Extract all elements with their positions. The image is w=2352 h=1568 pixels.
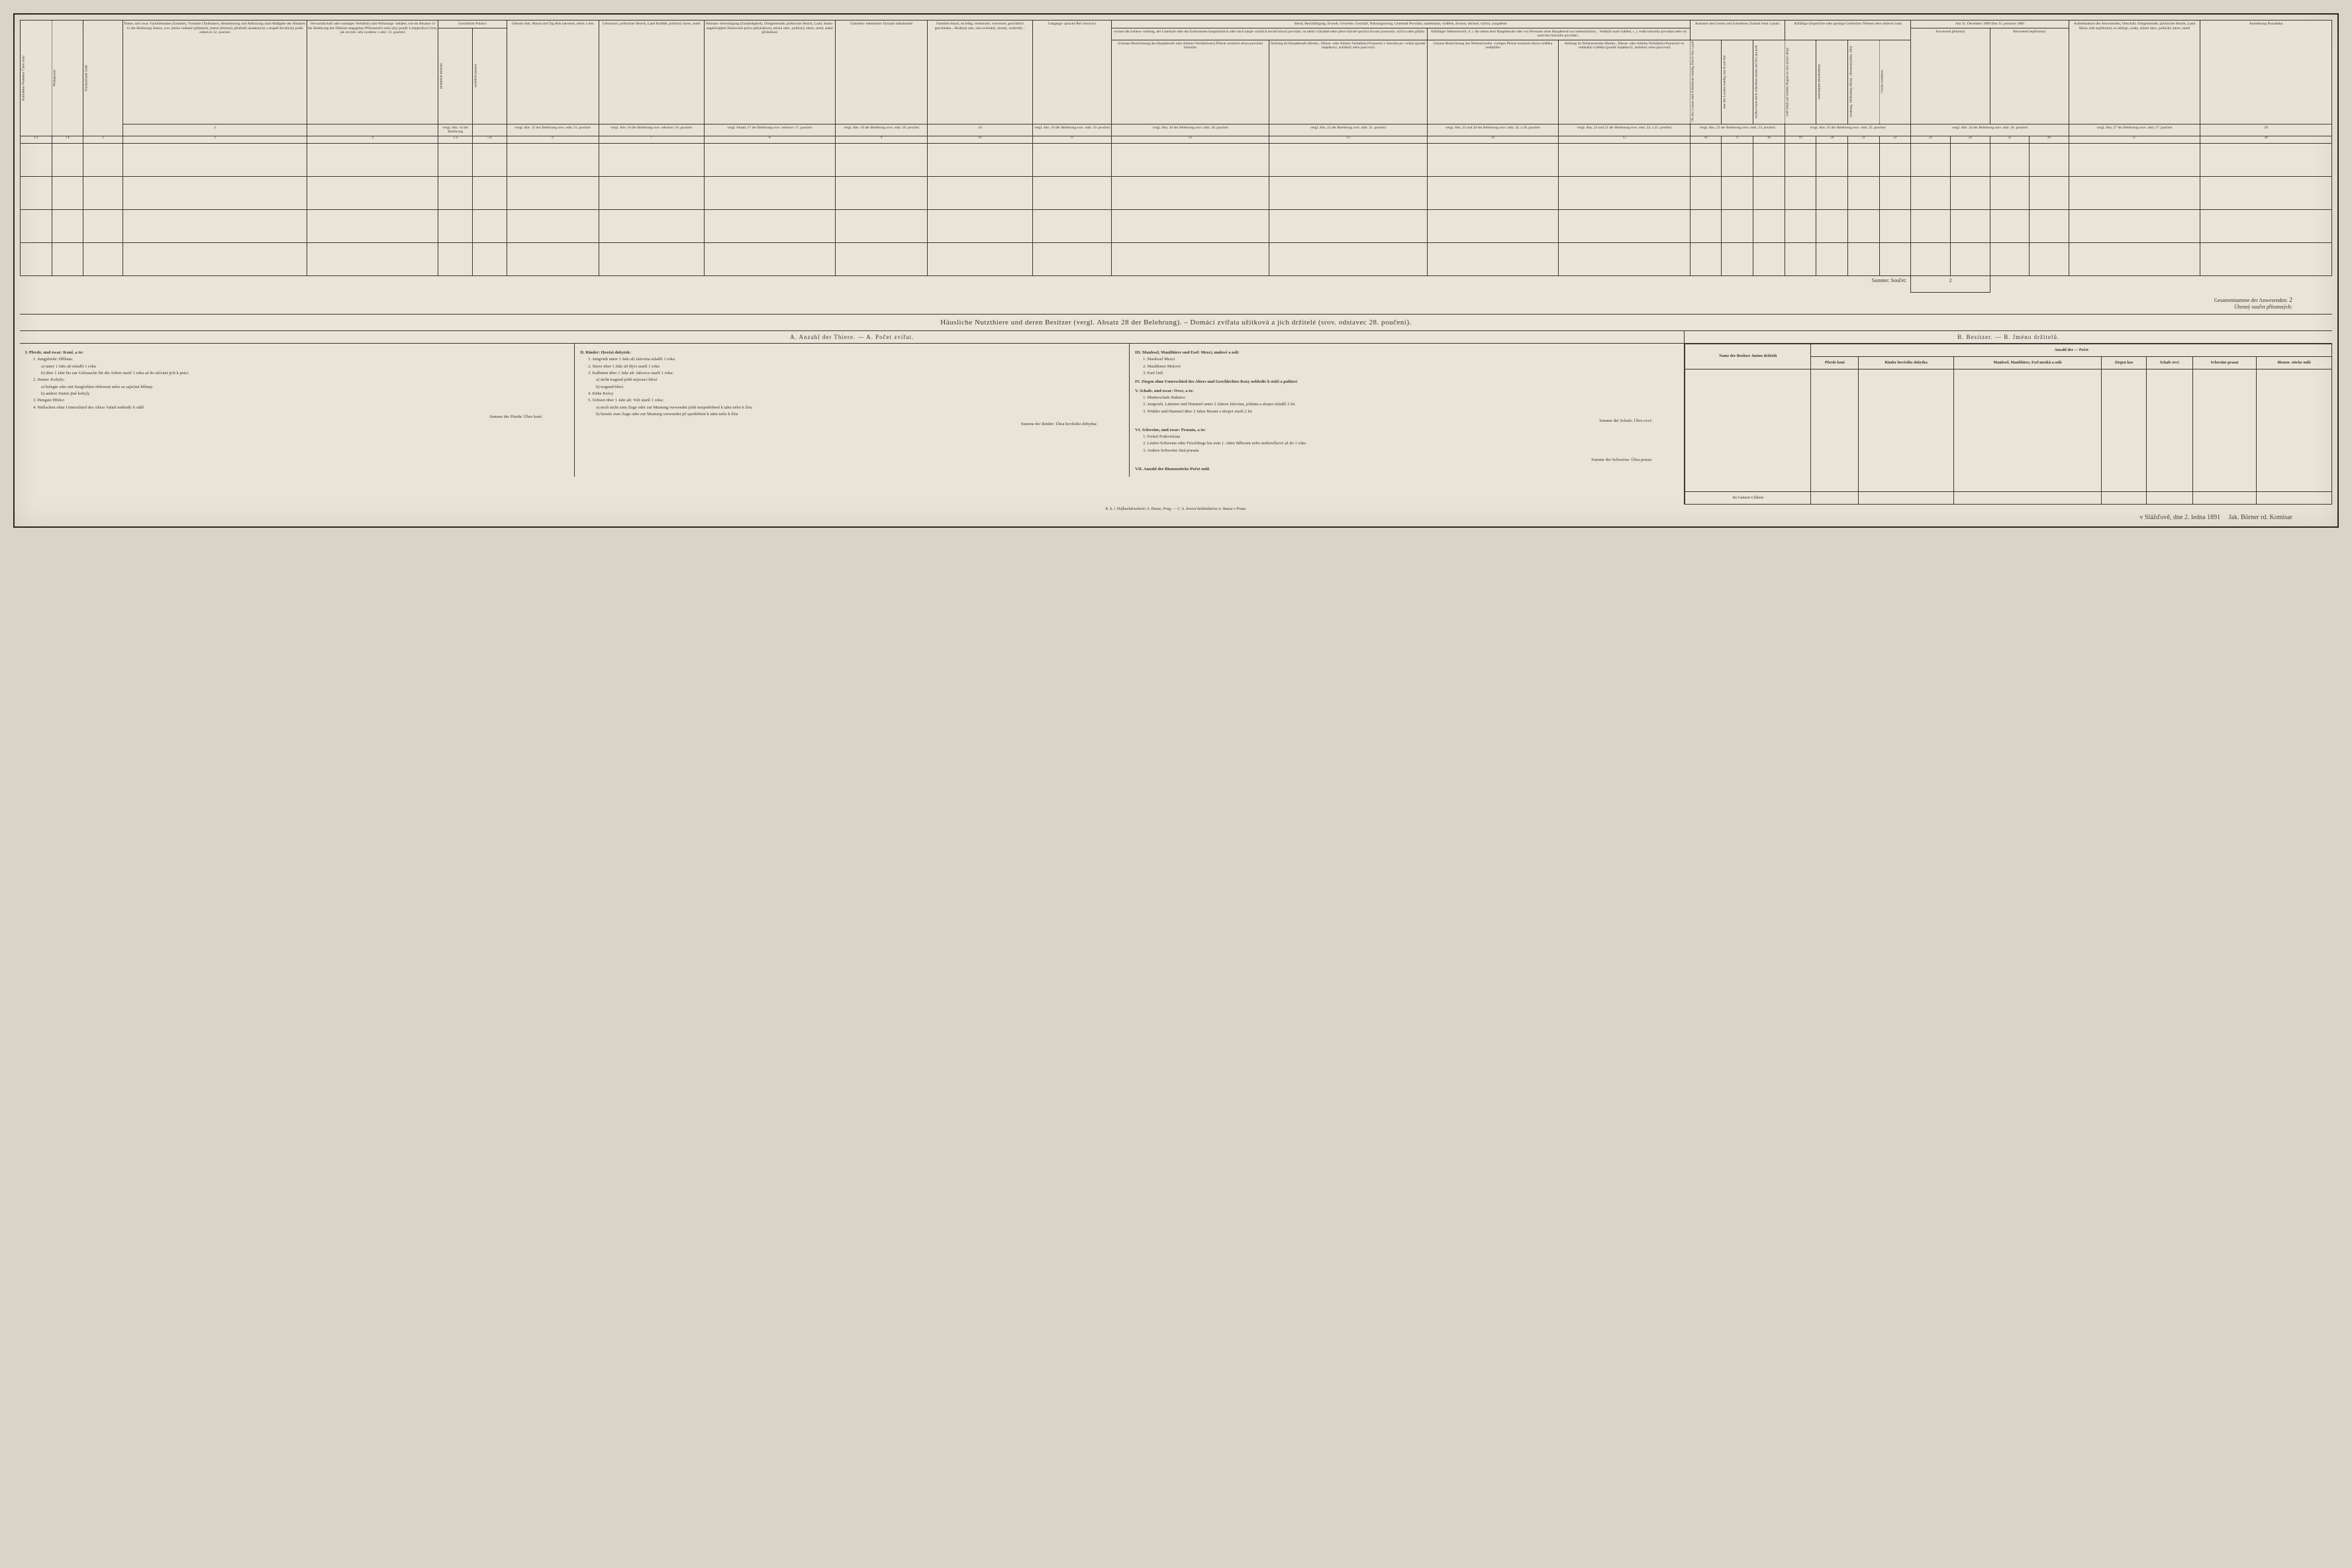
col-geburtsort: Geburtsort, politischer Bezirk, Land Rod… [599,21,704,124]
col-hauptberuf: woraus die Lebens- stellung, der Unterha… [1112,28,1428,40]
col-heimat: Heimats- berechtigung (Zuständigkeit), O… [704,21,836,124]
ref-5: vergl. Abs. 14 der Belehrung [438,124,473,136]
col-glauben: Glaubens- bekenntnis Vyznání náboženské [836,21,928,124]
ref-29: 29 [2200,124,2332,136]
col-blind: voll blind auf beiden Augen na oba zraky… [1785,40,1816,124]
ref-8: vergl. Absatz 17 der Belehrung srov. ods… [704,124,836,136]
owners-table: Name der Besitzer Jméno držitelů Anzahl … [1685,344,2332,505]
col-cretin: Cretin cretinista [1879,40,1911,124]
ref-12: vergl. Abs. 20 der Belehrung srov. odst.… [1112,124,1269,136]
col-beruf-bez: (Genaue Bezeichnung des Hauptberufs oder… [1112,40,1269,124]
owner-anzahl-hdr: Anzahl der — Počet [1811,344,2332,356]
left-subheader: A. Anzahl der Thiere. — A. Počet zvířat. [20,331,1684,344]
ref-13: vergl. Abs. 21 der Belehrung srov. odst.… [1269,124,1427,136]
ref-14: vergl. Abs. 22 und 20 der Belehrung srov… [1427,124,1559,136]
col-lfd: Fortlaufende Zahl [83,21,123,136]
col-verwandt: Verwandtschaft oder sonstiges Verhältnis… [307,21,438,124]
ref-24: vergl. Abs. 26 der Belehrung srov. odst.… [1911,124,2069,136]
col-nur-lesen: nur des Lesens kundig zná-li jen číst [1722,40,1753,124]
column-numbers: 1 a1 b2 345 a 5 b67 8910 111213 141516 1… [21,136,2332,143]
col-taubstumm: taubstumm hluchoněmý [1816,40,1848,124]
ref-3: 3 [122,124,307,136]
sum-row: Summe: Součet: 2 [21,275,2332,292]
owners-panel: B. Besitzer. — B. Jméno držitelů. Name d… [1685,331,2332,505]
col-sprache: Umgangs- sprache Řeč obcovací [1032,21,1111,124]
data-row [21,176,2332,209]
animals-col-cattle: II. Rinder: Hovězí dobytek: 1. Jungvieh … [575,344,1130,477]
col-wohnpartei: Wohnpartei [52,21,83,136]
ref-7: vergl. Abs. 16 der Belehrung srov. odsta… [599,124,704,136]
census-header-table: Aufnahms-Nummer Číslo bytu Wohnpartei Fo… [20,20,2332,293]
owner-total-row: Im Ganzen Celkem [1685,491,2332,504]
ref-4 [307,124,438,136]
col-weib: weiblich ženské [473,28,507,124]
data-row [21,143,2332,176]
imprint: K. k. l. Hofbuchdruckerei A. Haase, Prag… [20,505,2332,514]
col-anmerkung: Anmerkung Poznámka [2200,21,2332,124]
col-neben-stellung: Stellung im Nebenerwerbe (Besitz-, Diens… [1559,40,1690,124]
col-nebenerwerb: Allfälliger Nebenerwerb, d. i. die neben… [1427,28,1690,40]
col-aufenthalt: Aufenthaltsort des Abwesenden, Ortschaft… [2069,21,2200,124]
col-lesen-schreiben: Ob des Lesens und Schreibens kundig Zná-… [1690,40,1722,124]
col-weder: weder lesen noch schreiben nezná ani čís… [1753,40,1785,124]
ref-5b [473,124,507,136]
owner-name-hdr: Name der Besitzer Jméno držitelů [1685,344,1811,369]
sum-value: 2 [1911,275,1990,292]
col-neben-bez: Genaue Bezeichnung des Nebenerwerbs- zwe… [1427,40,1559,124]
col-abwesend: Abwesend nepřítomný [1990,28,2069,124]
bottom-wrap: A. Anzahl der Thiere. — A. Počet zvířat.… [20,331,2332,505]
col-mann: männlich mužské [438,28,473,124]
col-lesen-top: Kenntnis des Lesens und Schreibens Znalo… [1690,21,1785,40]
ref-28: vergl. Abs. 27 der Belehrung srov. odst.… [2069,124,2200,136]
ref-20: vergl. Abs. 25 der Belehrung srov. odst.… [1785,124,1911,136]
ref-9: vergl. Abs. 18 der Belehrung srov. odst.… [836,124,928,136]
right-subheader: B. Besitzer. — B. Jméno držitelů. [1685,331,2332,344]
col-name: Name, und zwar: Familienname (Zuname), V… [122,21,307,124]
col-geschlecht: Geschlecht Pohlaví [438,21,507,28]
owner-data-area [1685,369,2332,491]
animals-section-title: Häusliche Nutzthiere und deren Besitzer … [20,315,2332,331]
data-row [21,209,2332,242]
col-beruf-top: Beruf, Beschäftigung, Erwerb, Gewerbe, G… [1112,21,1690,28]
col-aufnahme: Aufnahms-Nummer Číslo bytu [21,21,52,136]
data-row [21,242,2332,275]
animals-col-other: III. Maulesel, Maulthiere und Esel: Mezc… [1130,344,1684,477]
animals-col-horses: I. Pferde, und zwar: Koně, a to: 1. Jung… [20,344,575,477]
col-datum-top: Am 31. December 1890 Dne 31. prosince 18… [1911,21,2069,28]
col-familienstand: Familien-Stand, ob ledig, verheiratet, v… [928,21,1033,124]
col-irrsinnig: irrsinnig, blödsinnig šílený, chromomysl… [1848,40,1880,124]
col-anwesend: Anwesend přítomný [1911,28,1990,124]
ref-6: vergl. Abs. 15 der Belehrung srov. odst.… [507,124,599,136]
census-sheet: Aufnahms-Nummer Číslo bytu Wohnpartei Fo… [13,13,2339,528]
signature: v Slážďově, dne 2. ledna 1891 Jak. Börne… [20,514,2332,521]
ref-11: vergl. Abs. 19 der Belehrung srov. odst.… [1032,124,1111,136]
col-gebrechen-top: Allfällige körperliche oder geistige Geb… [1785,21,1911,40]
col-beruf-stellung: Stellung im Hauptberufe (Besitz-, Dienst… [1269,40,1427,124]
animals-count-panel: A. Anzahl der Thiere. — A. Počet zvířat.… [20,331,1685,505]
ref-15: vergl. Abs. 22 und 21 der Belehrung srov… [1559,124,1690,136]
ref-17: vergl. Abs. 23 der Belehrung srov. odst.… [1690,124,1785,136]
ref-10: 10 [928,124,1033,136]
col-geburt: Geburts-Jahr, Monat und Tag Rok narození… [507,21,599,124]
gesamt-line: Gesammtsumme der Anwesenden: 2 Úhrnný so… [20,293,2332,315]
